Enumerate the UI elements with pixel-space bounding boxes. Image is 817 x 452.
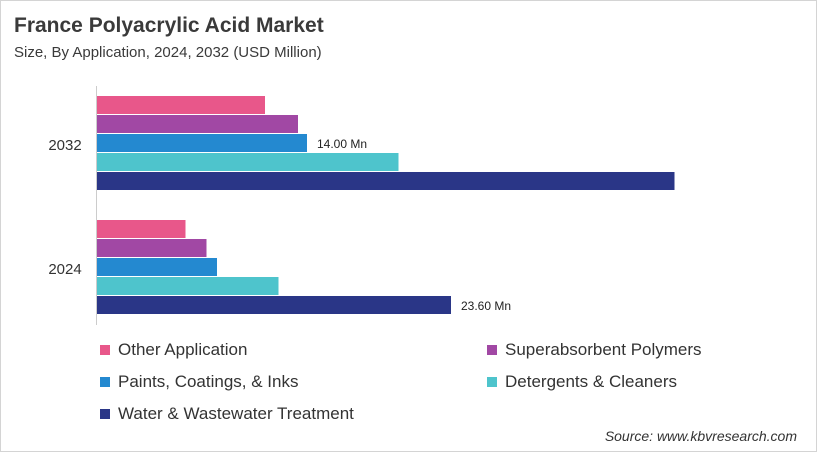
bar-2032-other-application bbox=[97, 96, 265, 114]
legend-item: Detergents & Cleaners bbox=[487, 372, 677, 392]
legend-swatch bbox=[487, 345, 497, 355]
data-label: 23.60 Mn bbox=[461, 299, 511, 313]
legend-label: Superabsorbent Polymers bbox=[505, 340, 702, 359]
bar-2024-other-application bbox=[97, 220, 186, 238]
data-label: 14.00 Mn bbox=[317, 137, 367, 151]
legend-swatch bbox=[100, 377, 110, 387]
chart-subtitle: Size, By Application, 2024, 2032 (USD Mi… bbox=[14, 44, 322, 61]
legend-swatch bbox=[100, 409, 110, 419]
bar-2032-paints-coatings-inks bbox=[97, 134, 307, 152]
legend-label: Other Application bbox=[118, 340, 248, 359]
bar-2032-detergents-cleaners bbox=[97, 153, 399, 171]
bar-2024-superabsorbent-polymers bbox=[97, 239, 207, 257]
legend-label: Water & Wastewater Treatment bbox=[118, 404, 354, 423]
legend-swatch bbox=[487, 377, 497, 387]
bar-chart: 2032 2024 14.00 Mn 23.60 Mn bbox=[48, 86, 675, 325]
bar-2032-superabsorbent-polymers bbox=[97, 115, 298, 133]
legend-label: Detergents & Cleaners bbox=[505, 372, 677, 391]
source-credit: Source: www.kbvresearch.com bbox=[604, 428, 797, 444]
legend-item: Other Application bbox=[100, 340, 247, 360]
chart-title: France Polyacrylic Acid Market bbox=[14, 14, 324, 37]
bar-2024-paints-coatings-inks bbox=[97, 258, 217, 276]
bar-2024-water-wastewater-treatment bbox=[97, 296, 451, 314]
legend-item: Water & Wastewater Treatment bbox=[100, 404, 354, 424]
legend-item: Superabsorbent Polymers bbox=[487, 340, 702, 360]
legend-swatch bbox=[100, 345, 110, 355]
bar-2032-water-wastewater-treatment bbox=[97, 172, 675, 190]
bar-2024-detergents-cleaners bbox=[97, 277, 279, 295]
legend-item: Paints, Coatings, & Inks bbox=[100, 372, 298, 392]
y-tick-label: 2024 bbox=[48, 261, 81, 278]
y-tick-label: 2032 bbox=[48, 137, 81, 154]
legend-label: Paints, Coatings, & Inks bbox=[118, 372, 299, 391]
